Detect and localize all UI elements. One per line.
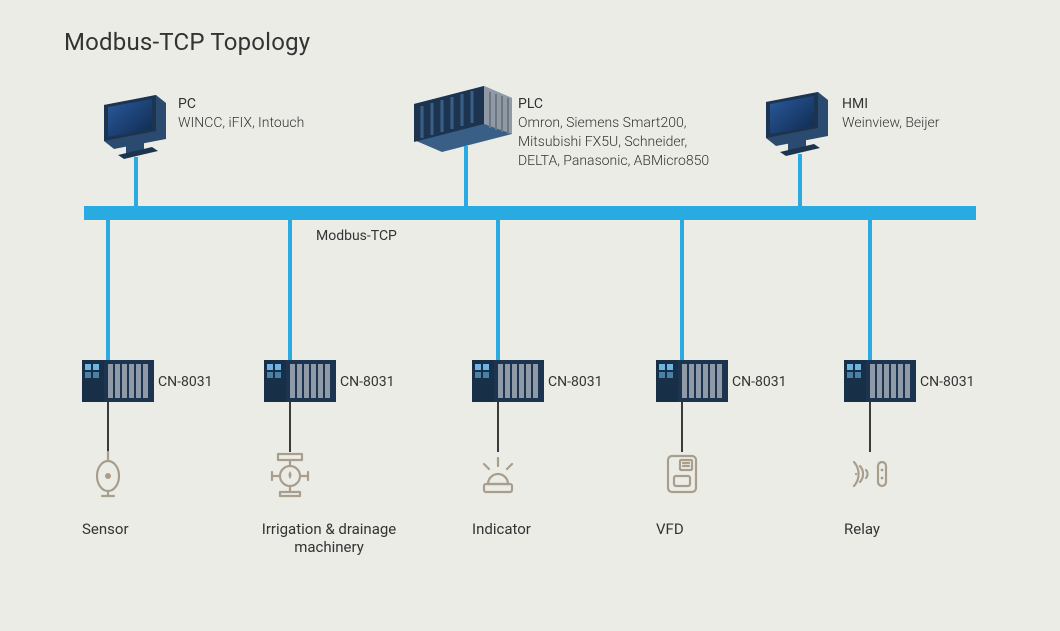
end-device-label: VFD (656, 520, 836, 538)
diagram-title: Modbus-TCP Topology (64, 28, 310, 56)
bus-drop-line (680, 220, 684, 360)
hmi-bus-connector (798, 154, 802, 206)
io-module-label: CN-8031 (732, 374, 786, 390)
device-connector (289, 402, 291, 452)
hmi-name: HMI (842, 95, 939, 114)
plc-label: PLCOmron, Siemens Smart200, Mitsubishi F… (518, 95, 709, 171)
bus-drop-line (868, 220, 872, 360)
device-connector (681, 402, 683, 452)
device-connector (497, 402, 499, 452)
pc-label: PCWINCC, iFIX, Intouch (178, 95, 304, 133)
end-device-label: Relay (844, 520, 1024, 538)
bus-drop-line (496, 220, 500, 360)
hmi-sub: Weinview, Beijer (842, 114, 939, 133)
io-module-label: CN-8031 (340, 374, 394, 390)
device-connector (107, 402, 109, 452)
end-device-label: Indicator (472, 520, 652, 538)
io-module (656, 360, 728, 406)
io-module-label: CN-8031 (920, 374, 974, 390)
vfd-icon (660, 452, 704, 500)
end-device-label: Sensor (82, 520, 262, 538)
indicator-icon (476, 452, 520, 500)
io-module-label: CN-8031 (548, 374, 602, 390)
bus-label: Modbus-TCP (316, 228, 397, 244)
plc-sub: Omron, Siemens Smart200, Mitsubishi FX5U… (518, 114, 709, 171)
plc-icon (414, 86, 512, 156)
hmi-icon (766, 92, 828, 162)
bus-drop-line (288, 220, 292, 360)
pc-bus-connector (134, 157, 138, 206)
io-module (264, 360, 336, 406)
pc-icon (104, 95, 166, 165)
end-device-label: Irrigation & drainage machinery (244, 520, 414, 556)
hmi-label: HMIWeinview, Beijer (842, 95, 939, 133)
io-module (82, 360, 154, 406)
io-module (844, 360, 916, 406)
sensor-icon (86, 452, 130, 500)
pc-sub: WINCC, iFIX, Intouch (178, 114, 304, 133)
plc-name: PLC (518, 95, 709, 114)
bus-bar (84, 206, 976, 220)
pc-name: PC (178, 95, 304, 114)
io-module (472, 360, 544, 406)
relay-icon (848, 452, 892, 500)
device-connector (869, 402, 871, 452)
io-module-label: CN-8031 (158, 374, 212, 390)
plc-bus-connector (464, 146, 468, 206)
bus-drop-line (106, 220, 110, 360)
diagram-canvas: Modbus-TCP Topology Modbus-TCP PCWINCC, … (0, 0, 1060, 631)
pump-icon (268, 452, 312, 500)
